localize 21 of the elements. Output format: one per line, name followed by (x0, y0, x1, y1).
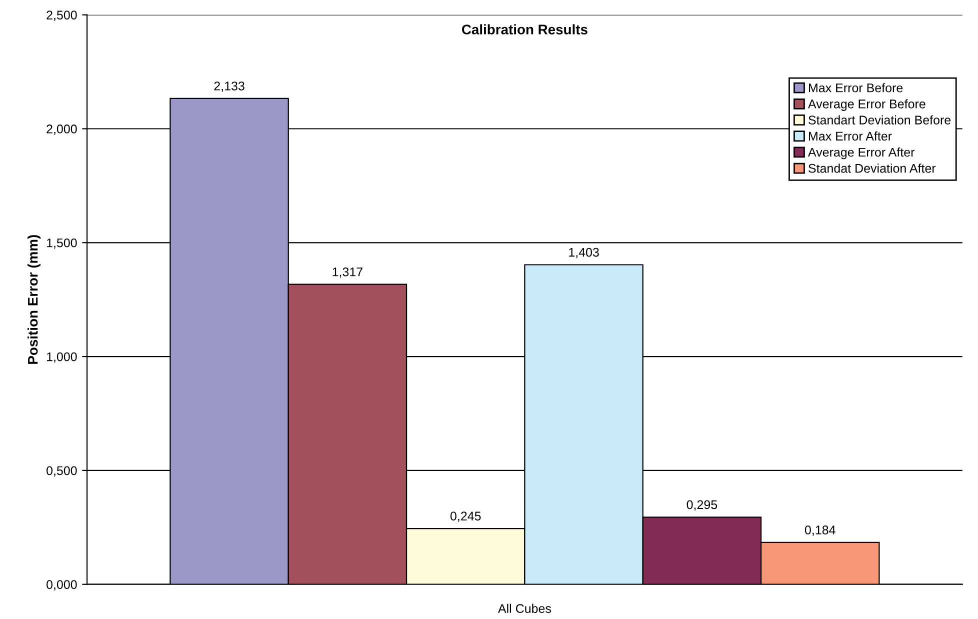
text: Calibration Results (462, 24, 588, 34)
data-label: 1,403 (569, 248, 599, 258)
legend-label: Average Error Before (808, 99, 926, 111)
y-tick-label: 0,000 (46, 580, 77, 590)
data-label: 0,245 (450, 512, 481, 522)
data-label: 0,295 (686, 500, 718, 511)
legend-label: Max Error Before (808, 83, 903, 92)
legend-label: Standat Deviation After (808, 164, 936, 173)
data-label: 0,184 (804, 526, 836, 536)
data-label: 1,317 (332, 267, 362, 278)
legend-label: Average Error After (808, 148, 915, 160)
data-label: 2,133 (214, 82, 244, 92)
legend-label: Standart Deviation Before (808, 115, 951, 124)
legend-label: Max Error After (808, 131, 892, 141)
y-tick-label: 1,500 (46, 238, 77, 249)
y-tick-label: 2,500 (46, 10, 77, 21)
y-tick-label: 2,000 (46, 124, 77, 135)
y-tick-label: 1,000 (46, 352, 77, 363)
x-tick-label: All Cubes (498, 604, 551, 613)
y-tick-label: 0,500 (46, 466, 77, 477)
y-axis-title: Position Error (mm) (28, 235, 40, 364)
